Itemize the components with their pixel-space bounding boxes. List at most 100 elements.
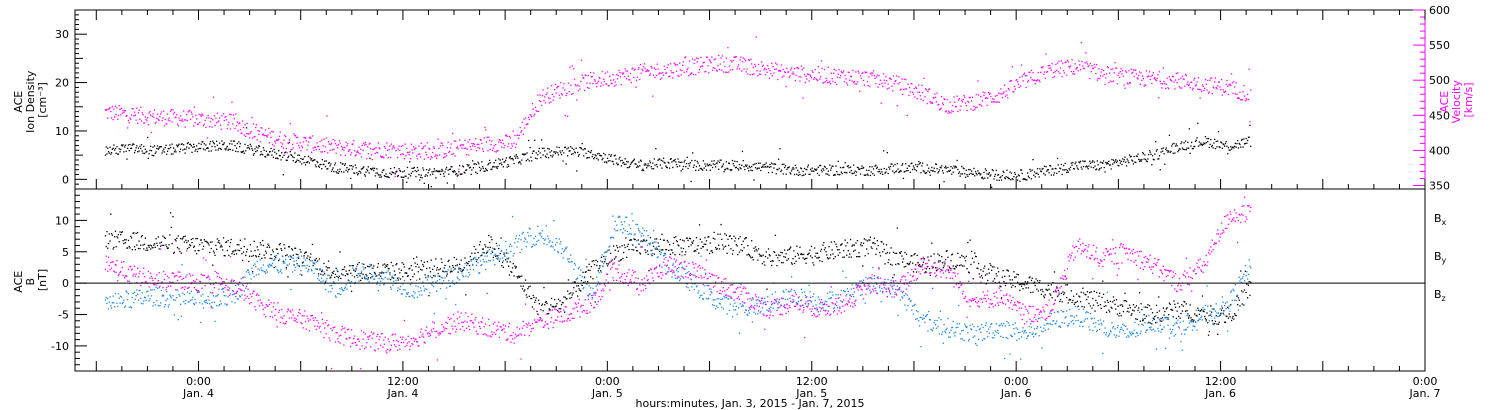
bx-point — [590, 266, 593, 268]
density-point — [424, 175, 426, 177]
density-point — [731, 169, 733, 171]
bx-point — [1080, 291, 1082, 293]
velocity-point — [1217, 85, 1219, 87]
velocity-point — [659, 72, 661, 74]
density-point — [1134, 161, 1136, 163]
velocity-point — [249, 132, 251, 134]
bx-point — [222, 237, 225, 239]
velocity-point — [893, 83, 895, 85]
velocity-point — [159, 116, 161, 118]
bx-point — [239, 249, 241, 252]
velocity-point — [931, 101, 933, 103]
bx-point — [134, 249, 136, 251]
velocity-point — [372, 148, 374, 151]
bx-point — [1229, 316, 1231, 318]
bx-point — [603, 256, 605, 258]
bx-point — [678, 245, 680, 247]
bx-point — [1056, 295, 1059, 298]
velocity-point — [663, 65, 665, 67]
bx-point — [570, 292, 572, 294]
density-point — [974, 175, 976, 177]
bx-point — [462, 269, 465, 271]
density-point — [270, 147, 272, 150]
density-point — [812, 170, 814, 172]
density-point — [1149, 151, 1151, 153]
bx-point — [156, 244, 159, 247]
velocity-point — [1194, 77, 1196, 79]
velocity-point — [1009, 80, 1011, 82]
bx-point — [1230, 304, 1232, 306]
bx-point — [1027, 287, 1030, 289]
bx-point — [364, 267, 366, 269]
velocity-point — [211, 126, 213, 128]
velocity-point — [585, 74, 587, 77]
bx-point — [622, 257, 624, 260]
density-point — [227, 149, 229, 151]
by-point — [311, 270, 313, 272]
density-point — [294, 161, 297, 163]
bx-point — [479, 241, 481, 243]
bx-point — [124, 242, 126, 244]
by-point — [148, 300, 150, 302]
velocity-point — [658, 73, 660, 75]
bx-point — [1000, 297, 1003, 299]
by-point — [234, 302, 236, 304]
by-point — [104, 299, 107, 301]
velocity-point — [928, 88, 930, 91]
velocity-point — [871, 74, 873, 76]
by-point — [262, 264, 264, 266]
velocity-point — [531, 116, 533, 118]
bx-point — [984, 265, 986, 267]
bx-point — [145, 249, 147, 251]
bx-point — [241, 253, 243, 255]
density-point — [785, 173, 787, 175]
velocity-point — [240, 132, 242, 134]
density-point — [806, 168, 808, 171]
velocity-point — [497, 150, 499, 152]
bx-point — [296, 263, 298, 265]
bx-point — [537, 299, 540, 301]
velocity-point — [1227, 93, 1230, 96]
velocity-point — [110, 110, 112, 113]
velocity-point — [478, 143, 480, 146]
density-point — [107, 151, 110, 153]
velocity-point — [661, 77, 663, 79]
velocity-point — [522, 133, 524, 135]
density-point — [164, 146, 166, 149]
density-point — [971, 173, 974, 175]
bx-point — [1180, 312, 1182, 315]
density-point — [176, 146, 179, 148]
density-point — [380, 176, 383, 178]
density-point — [1047, 169, 1049, 171]
bx-point — [1063, 293, 1065, 296]
bx-point — [406, 275, 409, 277]
velocity-point — [629, 72, 632, 75]
bx-point — [960, 264, 962, 266]
by-point — [369, 263, 371, 266]
density-point — [1167, 151, 1169, 153]
velocity-point — [770, 73, 772, 75]
bx-point — [274, 255, 276, 258]
bx-point — [1020, 285, 1023, 287]
density-point — [229, 143, 231, 145]
bx-point — [743, 247, 745, 249]
velocity-point — [965, 104, 967, 107]
density-point — [692, 152, 694, 154]
bx-point — [528, 295, 530, 297]
velocity-point — [327, 141, 330, 143]
density-point — [349, 165, 351, 167]
velocity-point — [984, 97, 987, 99]
bx-point — [601, 261, 603, 263]
density-point — [117, 153, 119, 155]
velocity-point — [943, 98, 945, 100]
density-point — [866, 173, 869, 175]
velocity-point — [679, 62, 681, 64]
density-point — [698, 169, 700, 171]
bx-point — [705, 240, 708, 242]
density-point — [652, 162, 654, 164]
bx-point — [356, 274, 358, 277]
bx-point — [333, 270, 335, 272]
velocity-point — [562, 87, 564, 89]
velocity-point — [516, 134, 518, 136]
bx-point — [584, 271, 586, 273]
